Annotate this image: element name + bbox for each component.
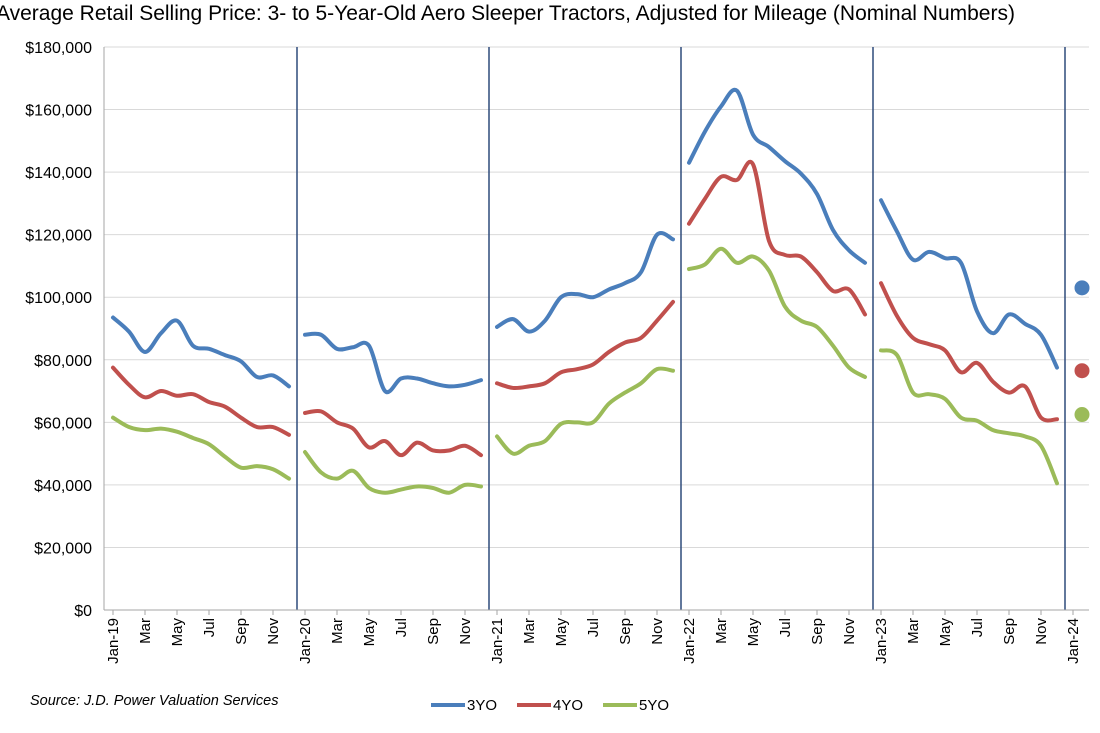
- y-axis-tick-labels: $0 $20,000 $40,000 $60,000 $80,000 $100,000 $1…: [25, 40, 92, 620]
- x-tick-label: Jul: [585, 618, 602, 637]
- x-tick-label: May: [745, 618, 762, 647]
- x-tick-label: Nov: [841, 618, 858, 645]
- series-line-5YO: [303, 450, 483, 495]
- legend: 3YO 4YO 5YO: [431, 697, 669, 714]
- series-5YO: [111, 246, 1059, 495]
- series-line-4YO: [303, 408, 483, 458]
- x-tick-label: Sep: [1001, 618, 1018, 645]
- y-tick-label: $160,000: [25, 103, 92, 120]
- y-tick-label: $20,000: [34, 540, 92, 557]
- x-axis-tick-labels: Jan-19 Mar May Jul Sep Nov Jan-20 Mar May Jul Sep N…: [105, 618, 1082, 664]
- chart-title: Average Retail Selling Price: 3- to 5-Ye…: [0, 2, 1015, 25]
- x-tick-label: May: [553, 618, 570, 647]
- x-tick-label: Mar: [137, 618, 154, 644]
- x-tick-label: Mar: [329, 618, 346, 644]
- x-tick-label: Sep: [809, 618, 826, 645]
- x-tick-label: Nov: [457, 618, 474, 645]
- x-tick-label: Jan-24: [1065, 618, 1082, 664]
- year-separators: [296, 47, 1066, 610]
- x-tick-label: Mar: [713, 618, 730, 644]
- jan24-marker-3YO: [1074, 280, 1090, 296]
- x-tick-label: Jul: [777, 618, 794, 637]
- series-line-4YO: [687, 159, 867, 317]
- x-tick-label: Sep: [425, 618, 442, 645]
- x-tick-label: May: [169, 618, 186, 647]
- source-note: Source: J.D. Power Valuation Services: [30, 693, 279, 709]
- y-tick-label: $40,000: [34, 478, 92, 495]
- legend-label-5YO: 5YO: [639, 697, 669, 714]
- x-tick-label: Jan-20: [297, 618, 314, 664]
- legend-label-3YO: 3YO: [467, 697, 497, 714]
- series-line-5YO: [495, 366, 675, 456]
- series-line-5YO: [879, 348, 1059, 486]
- series-line-4YO: [111, 365, 291, 437]
- x-tick-label: Nov: [265, 618, 282, 645]
- y-tick-label: $80,000: [34, 353, 92, 370]
- y-tick-label: $60,000: [34, 415, 92, 432]
- series-line-3YO: [879, 198, 1059, 370]
- series-line-4YO: [495, 299, 675, 391]
- axes: [103, 47, 1089, 615]
- y-tick-label: $100,000: [25, 290, 92, 307]
- x-tick-label: Jul: [969, 618, 986, 637]
- series-4YO: [111, 159, 1059, 458]
- series-line-5YO: [111, 415, 291, 481]
- x-tick-label: May: [937, 618, 954, 647]
- y-tick-label: $180,000: [25, 40, 92, 57]
- x-tick-label: Jan-22: [681, 618, 698, 664]
- series-line-3YO: [303, 331, 483, 395]
- series-line-3YO: [111, 315, 291, 389]
- x-tick-label: Mar: [905, 618, 922, 644]
- x-tick-label: Jan-23: [873, 618, 890, 664]
- series-line-3YO: [687, 87, 867, 265]
- x-tick-label: Sep: [233, 618, 250, 645]
- jan24-marker-4YO: [1074, 363, 1090, 379]
- y-tick-label: $120,000: [25, 228, 92, 245]
- x-tick-label: Jul: [201, 618, 218, 637]
- x-tick-label: Jul: [393, 618, 410, 637]
- x-tick-label: Jan-21: [489, 618, 506, 664]
- legend-label-4YO: 4YO: [553, 697, 583, 714]
- series-line-5YO: [687, 246, 867, 379]
- series-lines: [111, 87, 1059, 495]
- jan24-marker-5YO: [1074, 407, 1090, 423]
- x-tick-label: Nov: [1033, 618, 1050, 645]
- x-tick-label: Mar: [521, 618, 538, 644]
- jan24-markers: [1074, 280, 1090, 423]
- x-tick-label: Jan-19: [105, 618, 122, 664]
- y-tick-label: $0: [74, 603, 92, 620]
- x-tick-label: Sep: [617, 618, 634, 645]
- series-3YO: [111, 87, 1059, 395]
- x-tick-label: May: [361, 618, 378, 647]
- series-line-3YO: [495, 230, 675, 334]
- y-tick-label: $140,000: [25, 165, 92, 182]
- series-line-4YO: [879, 281, 1059, 423]
- x-tick-label: Nov: [649, 618, 666, 645]
